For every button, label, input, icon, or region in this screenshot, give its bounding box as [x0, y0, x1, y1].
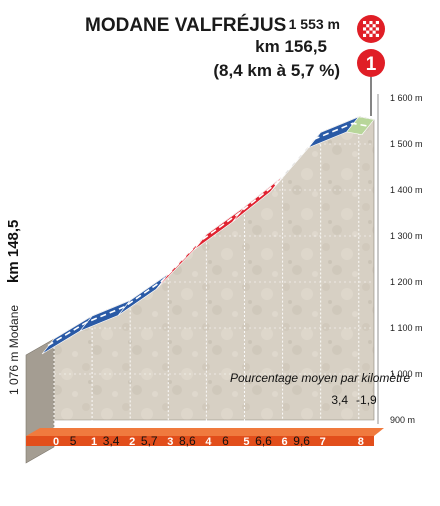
km-tick-label: 0 [53, 436, 59, 448]
altitude-tick-label: 900 m [390, 415, 415, 425]
finish-name: MODANE VALFRÉJUS [85, 14, 286, 36]
km-tick-label: 8 [358, 436, 364, 448]
km-tick-label: 1 [91, 436, 97, 448]
gradient-value-label: 8,6 [179, 434, 196, 448]
km-bar-top [26, 428, 384, 436]
km-tick-label: 7 [320, 436, 326, 448]
km-tick-label: 6 [282, 436, 288, 448]
gradient-value-label: 6,6 [255, 434, 272, 448]
route-center-line [47, 122, 369, 347]
km-tick-label: 4 [205, 436, 212, 448]
climb-category-badge: 1 [357, 49, 385, 77]
finish-altitude: 1 553 m [289, 16, 340, 32]
finish-flag-icon [357, 15, 385, 43]
finish-climb-summary: (8,4 km à 5,7 %) [213, 61, 340, 80]
start-km-label: km 148,5 [5, 220, 22, 283]
altitude-tick-label: 1 600 m [390, 93, 423, 103]
km-bar [26, 436, 374, 446]
altitude-tick-label: 1 200 m [390, 277, 423, 287]
altitude-tick-label: 1 100 m [390, 323, 423, 333]
gradient-value-label: 5 [70, 434, 77, 448]
gradient-band-km-8 [346, 116, 375, 135]
gradient-value-label: 9,6 [293, 434, 310, 448]
km-tick-label: 3 [167, 436, 173, 448]
altitude-tick-label: 1 500 m [390, 139, 423, 149]
climb-category-number: 1 [366, 54, 377, 75]
km-tick-label: 5 [243, 436, 249, 448]
finish-km: km 156,5 [255, 37, 327, 56]
gradient-value-label: 6 [222, 434, 229, 448]
altitude-tick-label: 1 400 m [390, 185, 423, 195]
gradient-value-label: 3,4 [331, 393, 348, 407]
altitude-tick-label: 1 300 m [390, 231, 423, 241]
altitude-tick-label: 1 000 m [390, 369, 423, 379]
gradient-value-label: 5,7 [141, 434, 158, 448]
chart-caption: Pourcentage moyen par kilomètre [230, 371, 410, 385]
start-altitude-label: 1 076 m Modane [7, 305, 21, 395]
km-tick-label: 2 [129, 436, 135, 448]
gradient-value-label: -1,9 [356, 393, 377, 407]
gradient-value-label: 3,4 [103, 434, 120, 448]
